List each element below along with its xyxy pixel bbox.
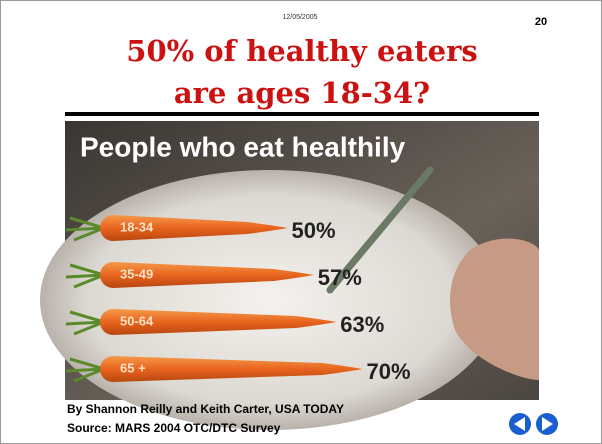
value-label: 70% xyxy=(367,359,411,384)
carrot-greens xyxy=(65,310,105,336)
category-label: 35-49 xyxy=(120,266,153,281)
chart: People who eat healthily 18-34 50% 35-49 57… xyxy=(40,121,539,430)
nav-prev-icon xyxy=(514,417,525,431)
category-label: 65 + xyxy=(120,360,146,375)
value-label: 50% xyxy=(292,218,336,243)
bar xyxy=(100,262,314,288)
category-label: 50-64 xyxy=(120,313,154,328)
value-label: 63% xyxy=(340,312,384,337)
hand xyxy=(450,238,539,380)
slide-date: 12/05/2005 xyxy=(282,14,317,21)
value-label: 57% xyxy=(318,265,362,290)
fork xyxy=(326,166,434,294)
source: Source: MARS 2004 OTC/DTC Survey xyxy=(67,421,281,435)
slide-title: 50% of healthy eaters xyxy=(126,34,477,68)
nav-prev[interactable] xyxy=(509,413,531,435)
slide-title: are ages 18-34? xyxy=(174,76,430,110)
category-label: 18-34 xyxy=(120,219,154,234)
bar xyxy=(100,215,288,241)
bar xyxy=(100,356,363,382)
title-rule xyxy=(65,112,539,116)
bar xyxy=(100,309,337,335)
slide-number: 20 xyxy=(535,16,547,28)
carrot-greens xyxy=(65,357,105,383)
plate xyxy=(40,170,500,430)
carrot-greens xyxy=(65,216,105,242)
nav-next-icon xyxy=(542,417,553,431)
chart-title: People who eat healthily xyxy=(80,131,406,162)
byline: By Shannon Reilly and Keith Carter, USA … xyxy=(67,402,344,416)
carrot-greens xyxy=(65,263,105,289)
nav-next[interactable] xyxy=(536,413,558,435)
